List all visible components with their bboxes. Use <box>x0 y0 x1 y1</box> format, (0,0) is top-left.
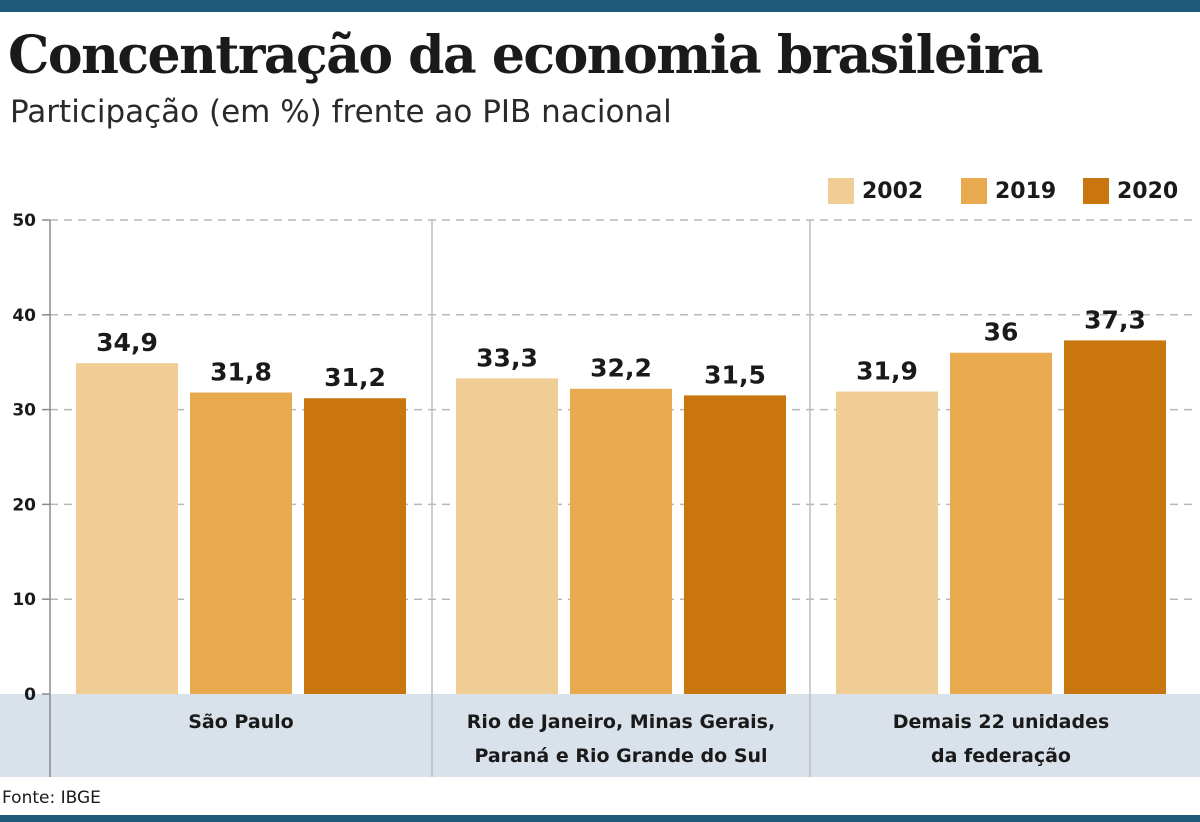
category-band <box>0 694 1200 777</box>
y-tick-label: 50 <box>12 211 36 231</box>
value-label: 31,8 <box>210 358 272 387</box>
category-label: Paraná e Rio Grande do Sul <box>474 745 767 767</box>
legend-label: 2019 <box>995 178 1057 204</box>
value-label: 31,9 <box>856 357 918 386</box>
value-label: 34,9 <box>96 328 158 357</box>
bar-2019 <box>190 392 292 694</box>
legend-label: 2002 <box>862 178 924 204</box>
top-accent-bar <box>0 0 1200 12</box>
bottom-accent-bar <box>0 815 1200 822</box>
legend-swatch <box>1083 178 1109 204</box>
legend-item-2002: 2002 <box>828 176 923 206</box>
bar-2002 <box>836 391 938 694</box>
bar-2020 <box>304 398 406 694</box>
category-label: Rio de Janeiro, Minas Gerais, <box>467 711 775 733</box>
value-label: 33,3 <box>476 343 538 372</box>
y-tick-label: 20 <box>12 495 36 515</box>
chart-subtitle: Participação (em %) frente ao PIB nacion… <box>10 94 672 130</box>
value-label: 32,2 <box>590 354 652 383</box>
bar-2019 <box>570 388 672 694</box>
y-tick-label: 0 <box>24 685 36 705</box>
bar-2002 <box>76 363 178 694</box>
y-tick-label: 30 <box>12 401 36 421</box>
legend-item-2020: 2020 <box>1083 176 1178 206</box>
value-label: 31,5 <box>704 360 766 389</box>
value-label: 37,3 <box>1084 305 1146 334</box>
value-label: 36 <box>984 318 1019 347</box>
category-label: São Paulo <box>188 711 294 733</box>
bar-2002 <box>456 378 558 694</box>
legend-label: 2020 <box>1117 178 1179 204</box>
bar-2020 <box>684 395 786 694</box>
legend-swatch <box>828 178 854 204</box>
bar-2019 <box>950 352 1052 694</box>
bar-2020 <box>1064 340 1166 694</box>
y-tick-label: 40 <box>12 306 36 326</box>
source-note: Fonte: IBGE <box>2 788 101 808</box>
legend-swatch <box>961 178 987 204</box>
chart-title: Concentração da economia brasileira <box>8 25 1044 86</box>
legend-item-2019: 2019 <box>961 176 1056 206</box>
y-tick-label: 10 <box>12 590 36 610</box>
value-label: 31,2 <box>324 363 386 392</box>
category-label: da federação <box>931 745 1071 767</box>
category-label: Demais 22 unidades <box>893 711 1110 733</box>
